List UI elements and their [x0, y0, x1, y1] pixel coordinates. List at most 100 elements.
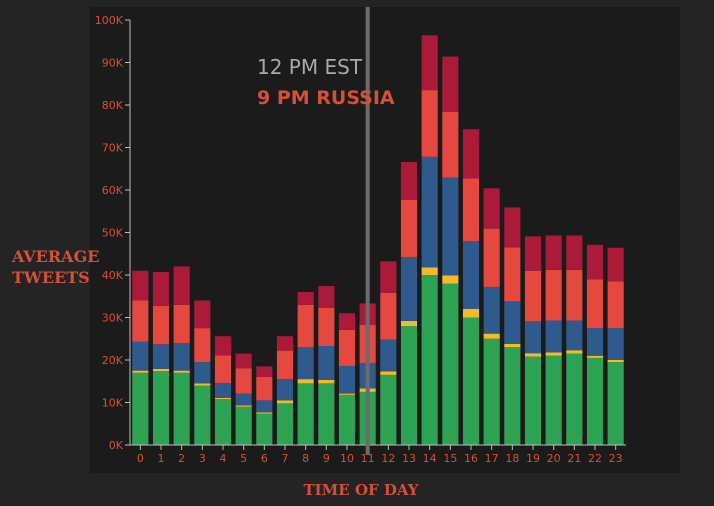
y-tick-label: 70K	[102, 142, 124, 155]
y-tick-label: 20K	[102, 354, 124, 367]
bar-segment-5-series-1	[235, 405, 252, 407]
bar-segment-10-series-3	[338, 329, 356, 366]
bar-segment-7-series-2	[276, 379, 294, 401]
bar-segment-0-series-0	[132, 372, 149, 445]
bar-segment-1-series-1	[152, 368, 170, 372]
bar-segment-20-series-0	[545, 355, 562, 445]
x-tick-label: 14	[423, 452, 437, 465]
bar-segment-16-series-0	[462, 317, 480, 445]
x-tick-label: 7	[282, 452, 289, 465]
bar-segment-6-series-0	[256, 413, 273, 445]
bar-segment-22-series-4	[586, 244, 604, 280]
bar-segment-19-series-0	[524, 356, 542, 445]
bar-segment-20-series-1	[545, 352, 562, 356]
bar-segment-9-series-4	[318, 286, 335, 308]
bar-segment-9-series-3	[318, 307, 335, 346]
x-tick-label: 0	[137, 452, 144, 465]
bar-segment-3-series-0	[194, 385, 211, 445]
bar-segment-5-series-3	[235, 368, 252, 394]
bar-segment-23-series-2	[607, 328, 624, 361]
x-tick-label: 11	[361, 452, 375, 465]
bar-segment-12-series-2	[380, 339, 397, 372]
y-axis-label: AVERAGE TWEETS	[12, 246, 102, 288]
bar-segment-2-series-4	[173, 266, 190, 305]
bar-segment-3-series-1	[194, 383, 211, 386]
bar-segment-1-series-2	[152, 344, 170, 369]
bar-segment-8-series-1	[297, 379, 314, 384]
bar-segment-4-series-0	[214, 399, 232, 445]
bar-segment-22-series-0	[586, 357, 604, 446]
bar-segment-16-series-2	[462, 241, 480, 309]
bar-segment-6-series-4	[256, 366, 273, 378]
bar-segment-1-series-3	[152, 306, 170, 345]
bar-segment-6-series-2	[256, 400, 273, 413]
bar-segment-15-series-2	[442, 177, 459, 276]
bar-segment-13-series-2	[400, 257, 418, 321]
x-tick-label: 16	[464, 452, 478, 465]
x-tick-label: 1	[158, 452, 165, 465]
bar-segment-17-series-3	[483, 228, 500, 287]
bar-segment-23-series-3	[607, 281, 624, 329]
bar-segment-7-series-4	[276, 336, 294, 351]
x-tick-label: 22	[588, 452, 602, 465]
bar-segment-14-series-4	[421, 35, 438, 91]
bar-segment-12-series-4	[380, 261, 397, 293]
bar-segment-21-series-4	[566, 235, 583, 270]
bar-segment-10-series-1	[338, 393, 356, 395]
x-tick-label: 23	[609, 452, 623, 465]
bar-segment-16-series-3	[462, 178, 480, 241]
bar-segment-14-series-1	[421, 267, 438, 275]
x-tick-label: 4	[220, 452, 227, 465]
x-tick-label: 15	[443, 452, 457, 465]
bar-segment-4-series-1	[214, 397, 232, 400]
x-tick-label: 17	[485, 452, 499, 465]
annotation-russia-time: 9 PM RUSSIA	[257, 87, 395, 109]
bar-segment-9-series-1	[318, 379, 335, 384]
bar-segment-14-series-3	[421, 90, 438, 157]
bar-segment-19-series-2	[524, 321, 542, 354]
bar-segment-0-series-1	[132, 370, 149, 373]
y-tick-label: 40K	[102, 269, 124, 282]
bar-segment-3-series-2	[194, 362, 211, 384]
bar-segment-13-series-0	[400, 326, 418, 445]
bar-segment-13-series-3	[400, 199, 418, 258]
bar-segment-21-series-1	[566, 350, 583, 354]
bar-segment-9-series-2	[318, 345, 335, 380]
bar-segment-21-series-2	[566, 320, 583, 351]
bar-segment-19-series-4	[524, 236, 542, 271]
bar-segment-3-series-4	[194, 300, 211, 329]
bar-segment-6-series-1	[256, 412, 273, 414]
bar-segment-20-series-4	[545, 235, 562, 270]
y-axis-label-line-2: TWEETS	[12, 268, 90, 287]
bar-segment-21-series-0	[566, 353, 583, 446]
bar-segment-22-series-3	[586, 279, 604, 329]
bar-segment-19-series-1	[524, 353, 542, 357]
axes	[125, 19, 626, 450]
y-tick-label: 30K	[102, 312, 124, 325]
x-tick-label: 12	[381, 452, 395, 465]
bar-segment-17-series-0	[483, 338, 500, 445]
bar-segment-2-series-3	[173, 304, 190, 343]
y-tick-label: 100K	[95, 14, 124, 27]
bar-segment-23-series-1	[607, 360, 624, 363]
bar-segment-14-series-2	[421, 156, 438, 268]
bar-segment-23-series-4	[607, 247, 624, 282]
bar-segment-15-series-4	[442, 56, 459, 112]
bar-segment-4-series-4	[214, 336, 232, 356]
bar-segment-19-series-3	[524, 270, 542, 322]
bar-segment-4-series-2	[214, 382, 232, 398]
bar-segment-10-series-0	[338, 394, 356, 445]
bar-segment-8-series-3	[297, 304, 314, 348]
bar-segment-15-series-3	[442, 111, 459, 178]
x-tick-label: 9	[323, 452, 330, 465]
bar-segment-7-series-1	[276, 400, 294, 404]
bar-segment-2-series-1	[173, 370, 190, 373]
bar-segment-7-series-0	[276, 403, 294, 445]
bar-segment-9-series-0	[318, 383, 335, 446]
bar-segment-23-series-0	[607, 362, 624, 446]
x-tick-label: 10	[340, 452, 354, 465]
bar-segment-3-series-3	[194, 328, 211, 363]
bar-segment-12-series-1	[380, 371, 397, 375]
